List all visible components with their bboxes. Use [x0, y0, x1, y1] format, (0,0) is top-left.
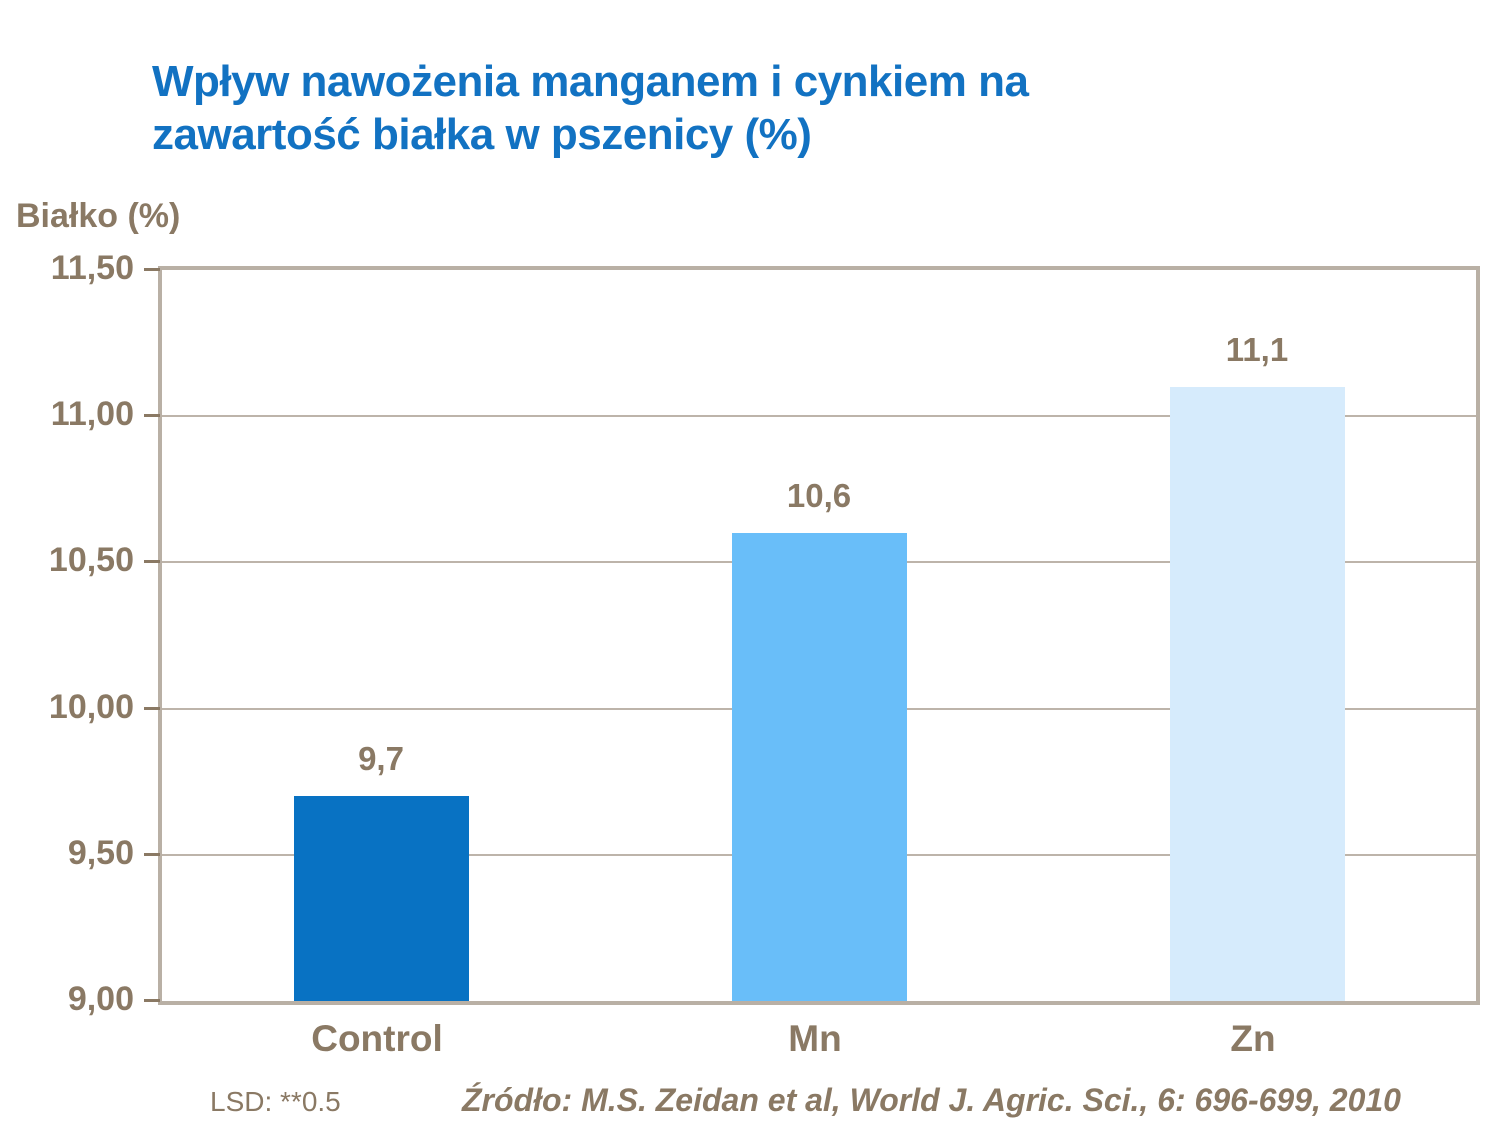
bar-value-label: 10,6	[786, 477, 852, 515]
bar-mn	[731, 533, 907, 1001]
bar-zn	[1169, 386, 1345, 1001]
chart-title-line1: Wpływ nawożenia manganem i cynkiem na	[152, 57, 1029, 106]
y-tick-label: 11,50	[50, 249, 134, 287]
chart-title: Wpływ nawożenia manganem i cynkiem na zaw…	[152, 55, 1029, 161]
y-axis-tick	[144, 414, 160, 418]
lsd-note: LSD: **0.5	[210, 1086, 341, 1117]
bar-control	[293, 796, 469, 1001]
x-category-label: Mn	[788, 1018, 842, 1059]
y-axis-title: Białko (%)	[16, 197, 181, 235]
y-axis-tick	[144, 852, 160, 856]
y-axis-tick	[144, 268, 160, 271]
x-category-label: Control	[311, 1018, 443, 1059]
bar-value-label: 9,7	[358, 740, 404, 778]
y-tick-label: 9,00	[67, 980, 134, 1018]
y-tick-label: 11,00	[50, 395, 134, 434]
y-axis-tick	[144, 706, 160, 710]
y-axis-tick	[144, 560, 160, 564]
bar-value-label: 11,1	[1225, 330, 1289, 368]
plot-area: 9,7 10,6 11,1	[158, 266, 1480, 1005]
chart-title-line2: zawartość białka w pszenicy (%)	[152, 110, 812, 159]
y-tick-label: 10,50	[48, 541, 134, 580]
source-citation: Źródło: M.S. Zeidan et al, World J. Agri…	[462, 1082, 1401, 1118]
x-category-label: Zn	[1230, 1018, 1276, 1059]
y-tick-label: 10,00	[48, 687, 134, 726]
y-tick-label: 9,50	[67, 833, 134, 872]
y-axis-tick	[144, 999, 160, 1002]
gridline	[162, 415, 1476, 418]
